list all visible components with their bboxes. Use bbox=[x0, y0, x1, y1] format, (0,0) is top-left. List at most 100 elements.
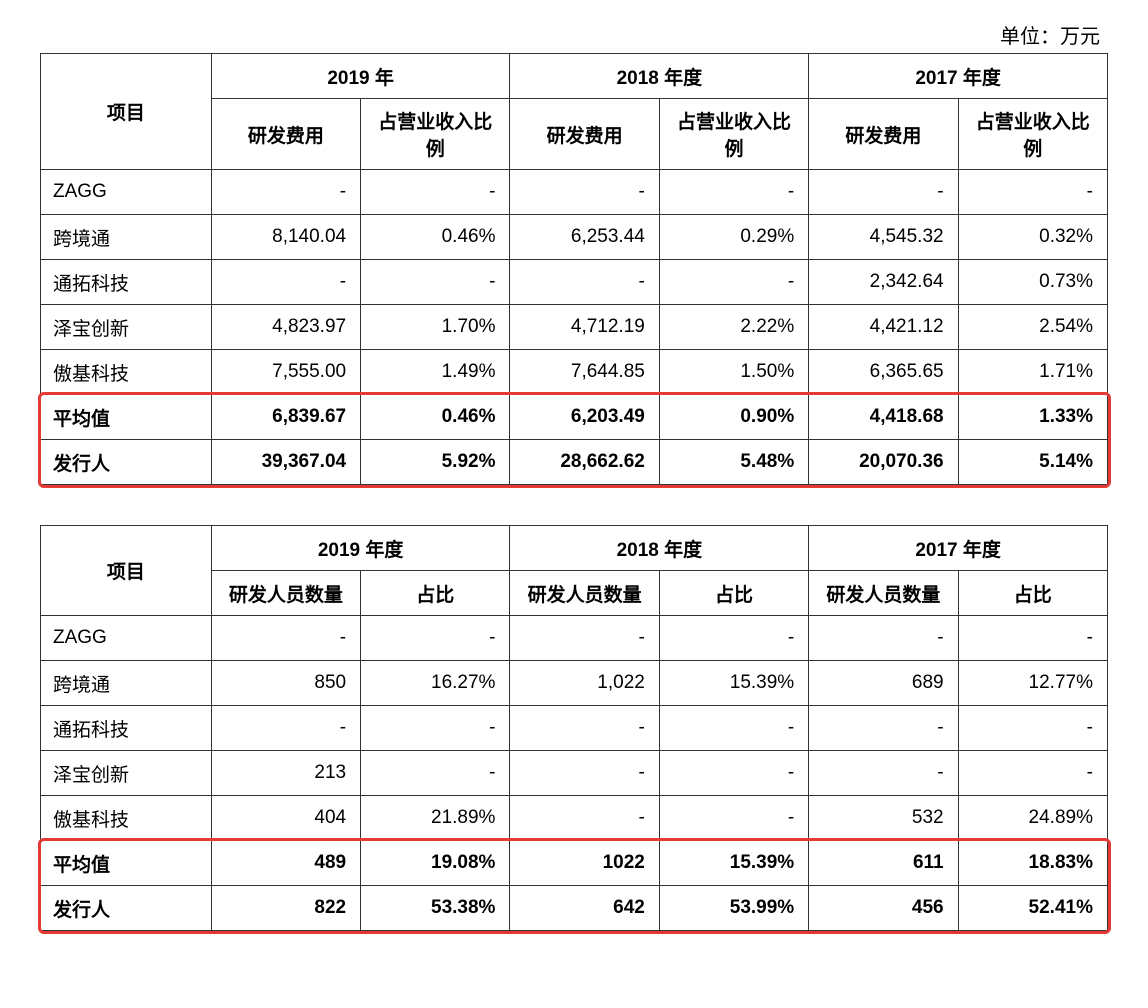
cell-value: 822 bbox=[211, 886, 360, 931]
cell-value: 1,022 bbox=[510, 661, 659, 706]
cell-value: 0.46% bbox=[361, 395, 510, 440]
cell-value: 456 bbox=[809, 886, 958, 931]
cell-value: 2,342.64 bbox=[809, 260, 958, 305]
col-rd-staff: 研发人员数量 bbox=[510, 571, 659, 616]
cell-value: 689 bbox=[809, 661, 958, 706]
table-row: 发行人82253.38%64253.99%45652.41% bbox=[41, 886, 1108, 931]
cell-value: 611 bbox=[809, 841, 958, 886]
row-label: ZAGG bbox=[41, 616, 212, 661]
cell-value: - bbox=[361, 616, 510, 661]
rd-expense-table: 项目 2019 年 2018 年度 2017 年度 研发费用 占营业收入比例 研… bbox=[40, 53, 1108, 485]
cell-value: 213 bbox=[211, 751, 360, 796]
unit-label: 单位：万元 bbox=[40, 20, 1108, 49]
table-2-head: 项目 2019 年度 2018 年度 2017 年度 研发人员数量 占比 研发人… bbox=[41, 526, 1108, 616]
table-row: 通拓科技------ bbox=[41, 706, 1108, 751]
cell-value: 39,367.04 bbox=[211, 440, 360, 485]
col-rd-exp: 研发费用 bbox=[211, 99, 360, 170]
cell-value: 0.73% bbox=[958, 260, 1107, 305]
col-pct: 占营业收入比例 bbox=[361, 99, 510, 170]
cell-value: 0.32% bbox=[958, 215, 1107, 260]
cell-value: 6,365.65 bbox=[809, 350, 958, 395]
row-label: 泽宝创新 bbox=[41, 305, 212, 350]
cell-value: - bbox=[510, 706, 659, 751]
table-row: 通拓科技----2,342.640.73% bbox=[41, 260, 1108, 305]
cell-value: 1.33% bbox=[958, 395, 1107, 440]
row-label: 泽宝创新 bbox=[41, 751, 212, 796]
table-row: ZAGG------ bbox=[41, 170, 1108, 215]
cell-value: 4,421.12 bbox=[809, 305, 958, 350]
row-label: ZAGG bbox=[41, 170, 212, 215]
cell-value: - bbox=[211, 260, 360, 305]
cell-value: 8,140.04 bbox=[211, 215, 360, 260]
cell-value: 2.22% bbox=[659, 305, 808, 350]
cell-value: 489 bbox=[211, 841, 360, 886]
col-pct: 占比 bbox=[361, 571, 510, 616]
cell-value: 1022 bbox=[510, 841, 659, 886]
cell-value: 642 bbox=[510, 886, 659, 931]
cell-value: 53.38% bbox=[361, 886, 510, 931]
cell-value: - bbox=[659, 616, 808, 661]
cell-value: 404 bbox=[211, 796, 360, 841]
cell-value: 12.77% bbox=[958, 661, 1107, 706]
row-label: 傲基科技 bbox=[41, 350, 212, 395]
cell-value: - bbox=[510, 616, 659, 661]
cell-value: - bbox=[510, 796, 659, 841]
row-label: 平均值 bbox=[41, 841, 212, 886]
col-pct: 占营业收入比例 bbox=[659, 99, 808, 170]
cell-value: 4,545.32 bbox=[809, 215, 958, 260]
cell-value: 21.89% bbox=[361, 796, 510, 841]
cell-value: - bbox=[211, 616, 360, 661]
cell-value: 6,839.67 bbox=[211, 395, 360, 440]
col-year-2017: 2017 年度 bbox=[809, 54, 1108, 99]
cell-value: - bbox=[510, 260, 659, 305]
col-year-2018: 2018 年度 bbox=[510, 526, 809, 571]
cell-value: - bbox=[659, 170, 808, 215]
col-rd-staff: 研发人员数量 bbox=[809, 571, 958, 616]
row-label: 平均值 bbox=[41, 395, 212, 440]
cell-value: 0.90% bbox=[659, 395, 808, 440]
cell-value: 19.08% bbox=[361, 841, 510, 886]
cell-value: - bbox=[211, 706, 360, 751]
table-row: 平均值48919.08%102215.39%61118.83% bbox=[41, 841, 1108, 886]
table-row: 泽宝创新213----- bbox=[41, 751, 1108, 796]
cell-value: - bbox=[361, 706, 510, 751]
cell-value: - bbox=[361, 260, 510, 305]
table-row: 跨境通85016.27%1,02215.39%68912.77% bbox=[41, 661, 1108, 706]
cell-value: - bbox=[510, 170, 659, 215]
col-project: 项目 bbox=[41, 526, 212, 616]
cell-value: - bbox=[211, 170, 360, 215]
cell-value: - bbox=[361, 170, 510, 215]
cell-value: 0.46% bbox=[361, 215, 510, 260]
cell-value: 24.89% bbox=[958, 796, 1107, 841]
row-label: 跨境通 bbox=[41, 661, 212, 706]
cell-value: 7,555.00 bbox=[211, 350, 360, 395]
cell-value: 5.48% bbox=[659, 440, 808, 485]
col-pct: 占比 bbox=[659, 571, 808, 616]
cell-value: - bbox=[659, 751, 808, 796]
cell-value: - bbox=[809, 706, 958, 751]
cell-value: - bbox=[510, 751, 659, 796]
table-row: ZAGG------ bbox=[41, 616, 1108, 661]
cell-value: 1.49% bbox=[361, 350, 510, 395]
cell-value: - bbox=[958, 616, 1107, 661]
cell-value: - bbox=[809, 751, 958, 796]
row-label: 通拓科技 bbox=[41, 260, 212, 305]
cell-value: 2.54% bbox=[958, 305, 1107, 350]
cell-value: - bbox=[809, 616, 958, 661]
table-1-wrap: 项目 2019 年 2018 年度 2017 年度 研发费用 占营业收入比例 研… bbox=[40, 53, 1108, 485]
row-label: 傲基科技 bbox=[41, 796, 212, 841]
table-row: 泽宝创新4,823.971.70%4,712.192.22%4,421.122.… bbox=[41, 305, 1108, 350]
cell-value: 5.92% bbox=[361, 440, 510, 485]
col-project: 项目 bbox=[41, 54, 212, 170]
col-year-2017: 2017 年度 bbox=[809, 526, 1108, 571]
col-year-2018: 2018 年度 bbox=[510, 54, 809, 99]
cell-value: 1.50% bbox=[659, 350, 808, 395]
col-year-2019: 2019 年度 bbox=[211, 526, 510, 571]
table-2-wrap: 项目 2019 年度 2018 年度 2017 年度 研发人员数量 占比 研发人… bbox=[40, 525, 1108, 931]
cell-value: 4,712.19 bbox=[510, 305, 659, 350]
table-row: 傲基科技40421.89%--53224.89% bbox=[41, 796, 1108, 841]
rd-staff-table: 项目 2019 年度 2018 年度 2017 年度 研发人员数量 占比 研发人… bbox=[40, 525, 1108, 931]
cell-value: 20,070.36 bbox=[809, 440, 958, 485]
cell-value: - bbox=[659, 796, 808, 841]
cell-value: - bbox=[958, 751, 1107, 796]
